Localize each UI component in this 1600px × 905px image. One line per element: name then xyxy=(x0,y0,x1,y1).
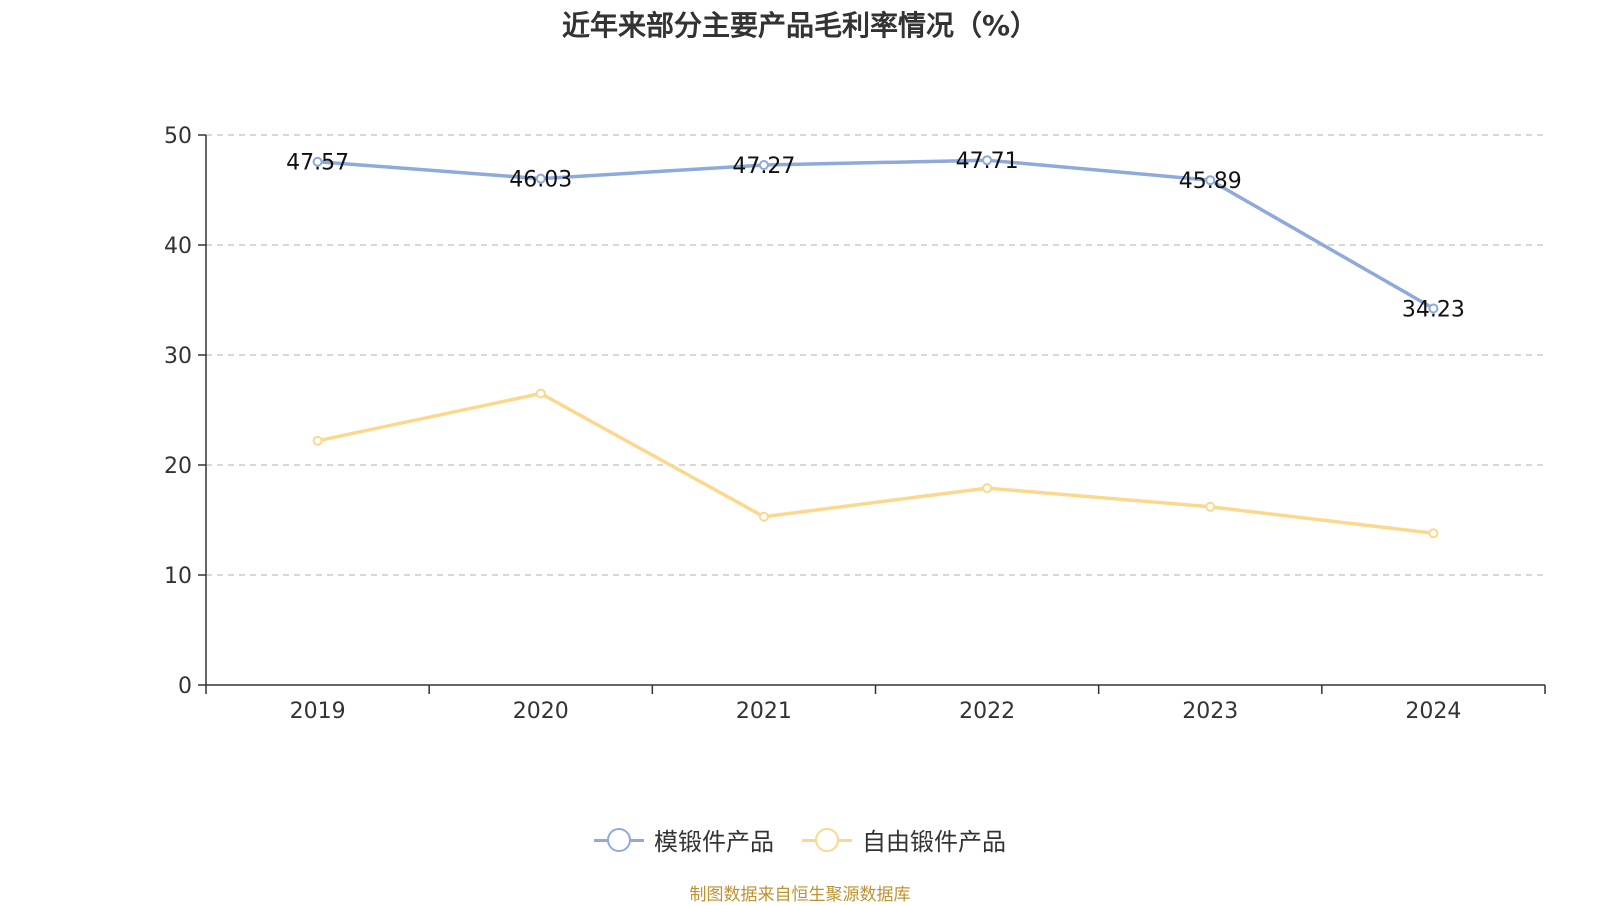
legend-swatch-series-1 xyxy=(594,827,644,853)
y-tick-label: 50 xyxy=(164,124,192,149)
data-point-series-2 xyxy=(535,388,546,399)
legend: 模锻件产品 自由锻件产品 xyxy=(0,822,1600,857)
data-point-series-1 xyxy=(312,156,323,167)
data-point-series-1 xyxy=(1205,175,1216,186)
data-point-series-1 xyxy=(982,155,993,166)
legend-label-series-2: 自由锻件产品 xyxy=(862,828,1006,856)
y-tick-label: 10 xyxy=(164,564,192,589)
chart-title: 近年来部分主要产品毛利率情况（%） xyxy=(561,9,1039,42)
data-label-series-1: 34.23 xyxy=(1402,297,1465,322)
y-tick-label: 20 xyxy=(164,454,192,479)
x-tick-label: 2021 xyxy=(736,699,792,724)
data-label-series-1: 47.71 xyxy=(956,149,1019,174)
legend-item-series-2[interactable]: 自由锻件产品 xyxy=(802,822,1006,857)
data-point-series-1 xyxy=(535,173,546,184)
y-tick-label: 0 xyxy=(178,674,192,699)
data-source-note: 制图数据来自恒生聚源数据库 xyxy=(689,885,911,905)
data-label-series-1: 45.89 xyxy=(1179,169,1242,194)
data-point-series-1 xyxy=(758,160,769,171)
legend-label-series-1: 模锻件产品 xyxy=(654,828,774,856)
data-label-series-1: 47.27 xyxy=(732,154,795,179)
y-tick-label: 30 xyxy=(164,344,192,369)
y-tick-label: 40 xyxy=(164,234,192,259)
series-line-1 xyxy=(317,158,1435,310)
data-point-series-2 xyxy=(982,483,993,494)
legend-item-series-1[interactable]: 模锻件产品 xyxy=(594,822,774,857)
x-tick-label: 2023 xyxy=(1182,699,1238,724)
data-label-series-1: 47.57 xyxy=(286,151,349,176)
legend-swatch-series-2 xyxy=(802,827,852,853)
data-point-series-1 xyxy=(1428,303,1439,314)
x-tick-label: 2022 xyxy=(959,699,1015,724)
data-label-series-1: 46.03 xyxy=(509,168,572,193)
data-point-series-2 xyxy=(312,435,323,446)
x-tick-label: 2020 xyxy=(513,699,569,724)
data-point-series-2 xyxy=(758,511,769,522)
series-line-2 xyxy=(317,391,1434,535)
x-tick-label: 2019 xyxy=(290,699,346,724)
data-point-series-2 xyxy=(1428,528,1439,539)
data-point-series-2 xyxy=(1205,501,1216,512)
x-tick-label: 2024 xyxy=(1405,699,1461,724)
